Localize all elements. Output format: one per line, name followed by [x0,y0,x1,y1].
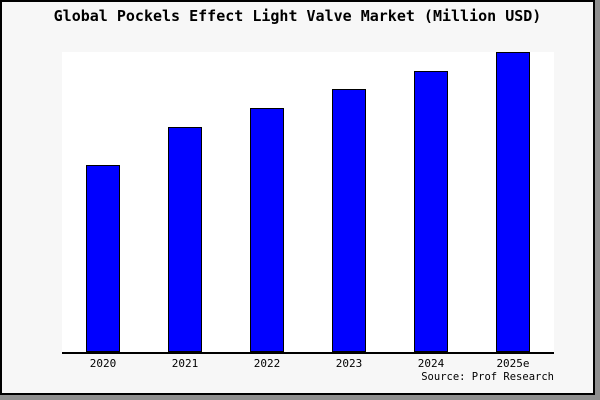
plot-area [62,52,554,354]
bar-2020 [86,164,120,352]
bar-2025e [496,52,530,352]
bar-2022 [250,107,284,352]
source-note: Source: Prof Research [421,371,554,383]
bar-slot [308,52,390,352]
x-axis-labels: 2020 2021 2022 2023 2024 2025e [62,357,554,370]
bar-slot [62,52,144,352]
chart-frame: Global Pockels Effect Light Valve Market… [0,0,595,395]
bar-2024 [414,71,448,352]
bars-container [62,52,554,352]
bar-slot [472,52,554,352]
bar-slot [390,52,472,352]
x-tick-label-2024: 2024 [417,357,445,370]
bar-2023 [332,88,366,352]
x-tick-label-2021: 2021 [171,357,199,370]
x-tick-label-2025e: 2025e [496,357,530,370]
x-tick-label-2023: 2023 [335,357,363,370]
x-tick-label-2022: 2022 [253,357,281,370]
bar-slot [144,52,226,352]
bar-2021 [168,127,202,352]
bar-slot [226,52,308,352]
x-tick-label-2020: 2020 [89,357,117,370]
chart-title: Global Pockels Effect Light Valve Market… [53,7,542,25]
